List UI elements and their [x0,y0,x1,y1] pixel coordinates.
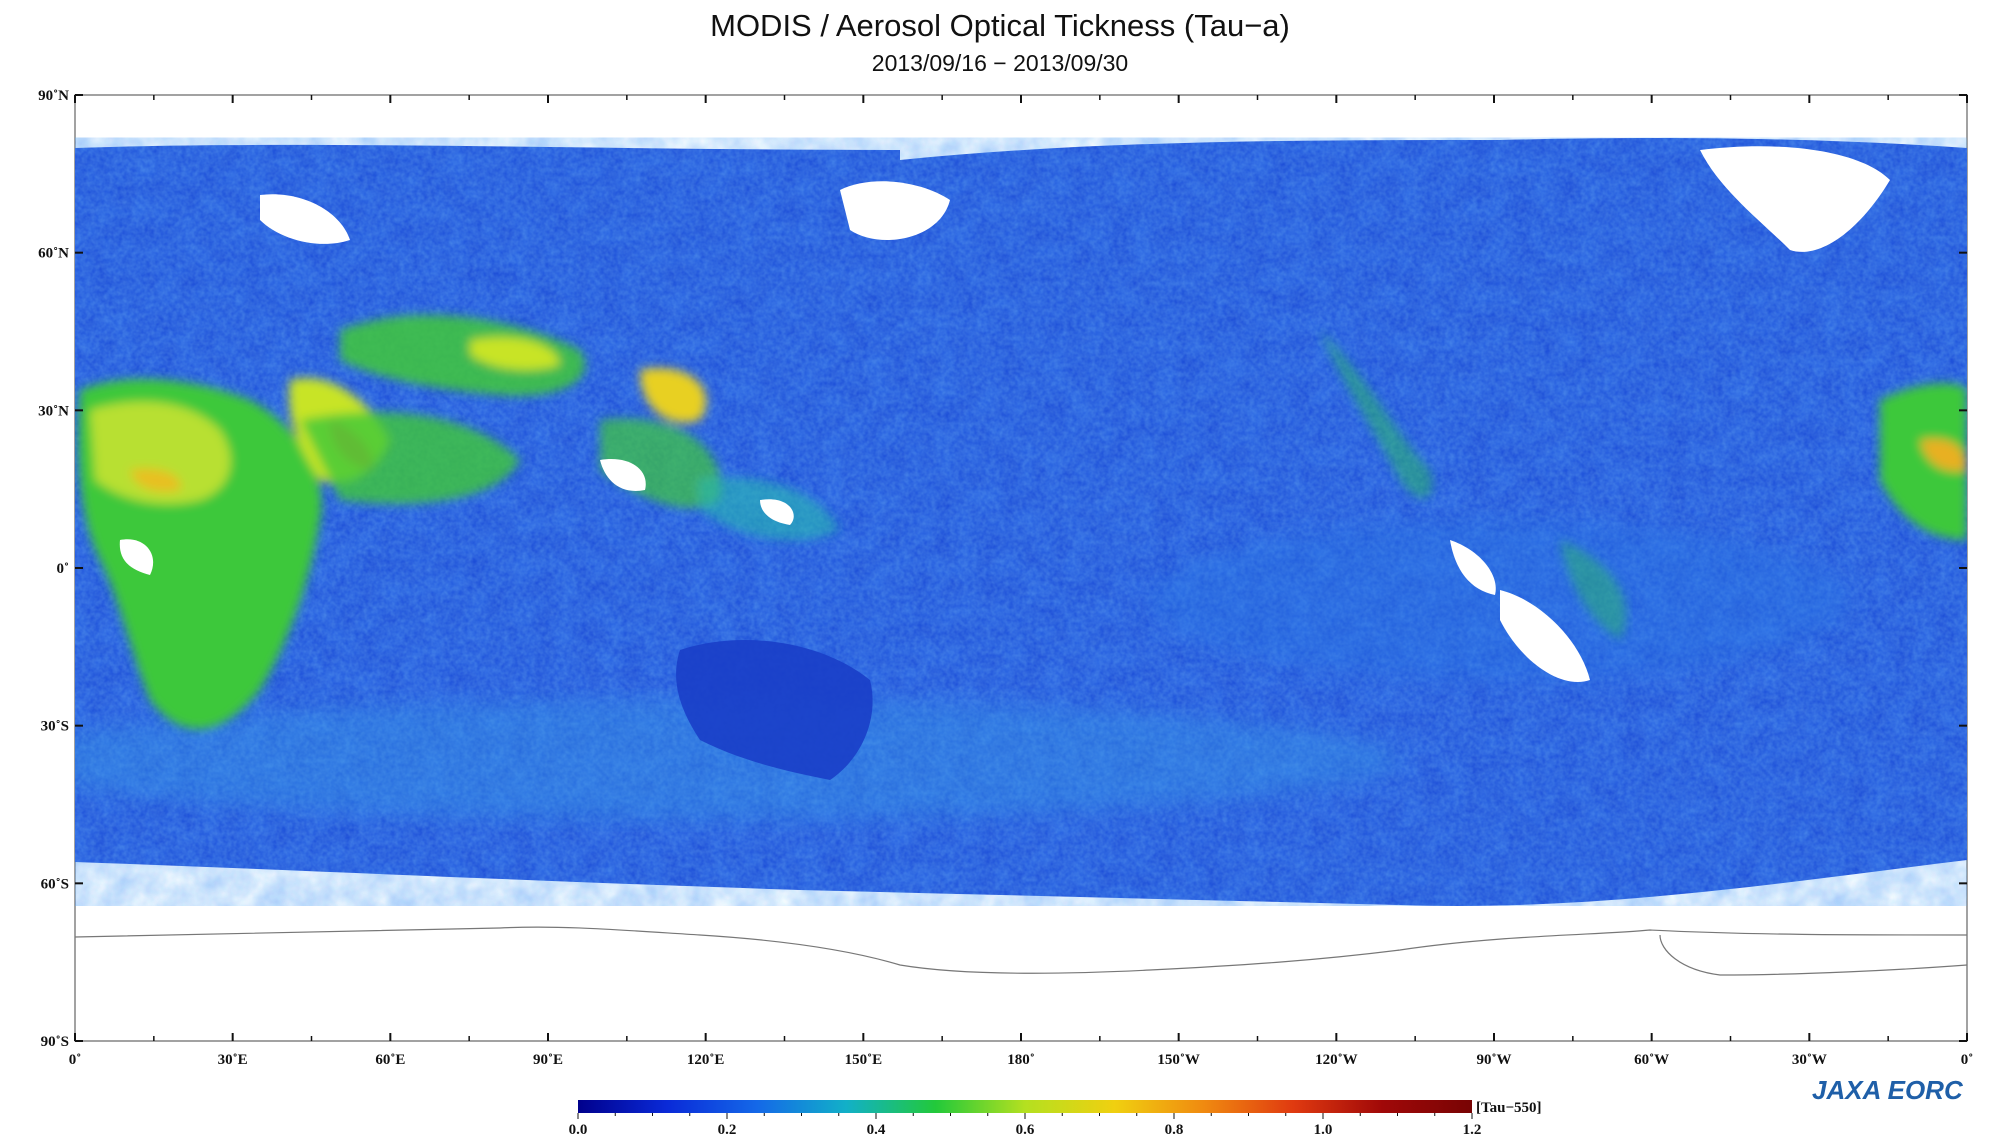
colorbar-tick-label: 0.2 [718,1122,737,1135]
colorbar: [Tau−550] 0.0 0.2 0.4 0.6 0.8 1.0 1.2 [569,1100,1542,1135]
colorbar-tick-label: 0.6 [1016,1122,1035,1135]
colorbar-tick-label: 1.2 [1463,1122,1482,1135]
colorbar-unit-label: [Tau−550] [1476,1100,1542,1116]
lon-label: 60˚E [375,1052,405,1068]
high-aerosol-region-africa [78,378,520,729]
latitude-axis: 90˚N 60˚N 30˚N 0˚ 30˚S 60˚S 90˚S [38,88,1967,1050]
colorbar-tick-label: 0.4 [867,1122,886,1135]
lon-label: 30˚E [218,1052,248,1068]
colorbar-gradient [578,1100,1472,1113]
longitude-axis: 0˚ 30˚E 60˚E 90˚E 120˚E 150˚E 180˚ 150˚W 120˚W 90… [69,95,1974,1068]
colorbar-tick-label: 0.0 [569,1122,588,1135]
lon-label: 90˚E [533,1052,563,1068]
lon-label: 0˚ [69,1052,82,1068]
lon-label: 120˚W [1315,1052,1358,1068]
aerosol-field [75,137,1967,976]
jaxa-eorc-logo: JAXA EORC [1812,1075,1963,1105]
lat-label: 0˚ [57,561,70,577]
date-range-subtitle: 2013/09/16 − 2013/09/30 [871,50,1129,76]
australia-region [676,640,873,780]
lon-label: 120˚E [687,1052,725,1068]
antarctica-coastline [75,926,1967,974]
lon-label: 90˚W [1477,1052,1512,1068]
colorbar-tick-label: 0.8 [1165,1122,1184,1135]
lon-label: 30˚W [1792,1052,1827,1068]
lat-label: 90˚N [38,88,69,104]
colorbar-tick-label: 1.0 [1314,1122,1333,1135]
lon-label: 150˚E [845,1052,883,1068]
lon-label: 0˚ [1961,1052,1974,1068]
lat-label: 30˚S [41,719,69,735]
lon-label: 180˚ [1007,1052,1035,1068]
lat-label: 30˚N [38,403,69,419]
lat-label: 60˚S [41,876,69,892]
lon-label: 150˚W [1157,1052,1200,1068]
lon-label: 60˚W [1634,1052,1669,1068]
lat-label: 60˚N [38,246,69,262]
no-data-patches [119,146,1890,682]
map-title: MODIS / Aerosol Optical Tickness (Tau−a) [710,8,1290,43]
lat-label: 90˚S [41,1034,69,1050]
high-aerosol-region-west-africa [1880,383,1967,540]
